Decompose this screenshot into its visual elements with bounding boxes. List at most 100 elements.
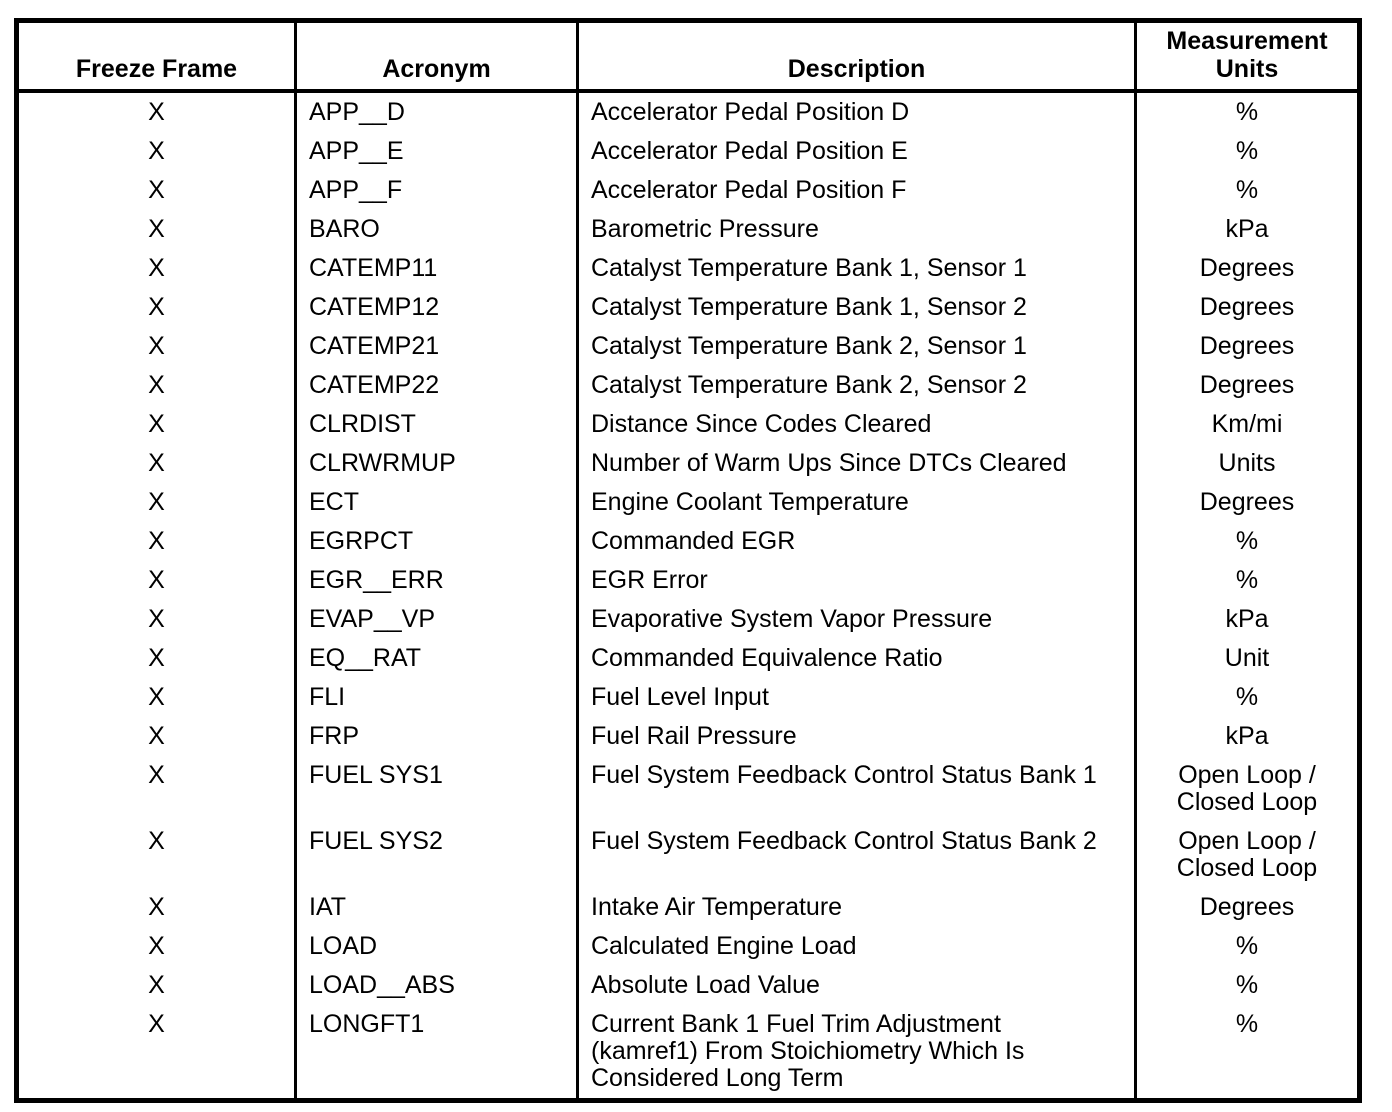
table-row: X CATEMP12 Catalyst Temperature Bank 1, Se… [15,288,1361,327]
freeze-frame-cell: X [15,966,297,1005]
freeze-frame-cell: X [15,132,297,171]
header-acronym: Acronym [294,20,579,93]
acronym-cell: CATEMP12 [294,288,579,327]
acronym-cell: CATEMP21 [294,327,579,366]
units-cell: Km/mi [1134,405,1361,444]
acronym-cell: FUEL SYS1 [294,756,579,822]
freeze-frame-cell: X [15,639,297,678]
table-body: X APP__D Accelerator Pedal Position D% X APP… [15,91,1361,1101]
units-cell: Degrees [1134,366,1361,405]
units-cell: Degrees [1134,288,1361,327]
table-row: X FRP Fuel Rail Pressure kPa [15,717,1361,756]
table-row: X EGR__ERR EGR Error% [15,561,1361,600]
units-cell: Open Loop / Closed Loop [1134,822,1361,888]
description-cell: Number of Warm Ups Since DTCs Cleared [576,444,1137,483]
freeze-frame-cell: X [15,249,297,288]
acronym-cell: FUEL SYS2 [294,822,579,888]
description-cell: Accelerator Pedal Position D [576,91,1137,132]
acronym-cell: CATEMP22 [294,366,579,405]
freeze-frame-cell: X [15,927,297,966]
table-row: X FUEL SYS2 Fuel System Feedback Control S… [15,822,1361,888]
description-cell: Accelerator Pedal Position F [576,171,1137,210]
acronym-cell: CLRDIST [294,405,579,444]
units-cell: Unit [1134,639,1361,678]
table-row: X BARO Barometric Pressure kPa [15,210,1361,249]
units-cell: % [1134,1005,1361,1101]
freeze-frame-cell: X [15,1005,297,1101]
units-cell: % [1134,678,1361,717]
description-cell: Fuel System Feedback Control Status Bank… [576,756,1137,822]
freeze-frame-cell: X [15,483,297,522]
freeze-frame-cell: X [15,756,297,822]
table-row: X APP__E Accelerator Pedal Position E% [15,132,1361,171]
units-cell: Open Loop / Closed Loop [1134,756,1361,822]
acronym-cell: CATEMP11 [294,249,579,288]
acronym-cell: APP__D [294,91,579,132]
acronym-cell: APP__F [294,171,579,210]
header-measurement-units: Measurement Units [1134,20,1361,93]
description-cell: Commanded EGR [576,522,1137,561]
units-cell: kPa [1134,210,1361,249]
acronym-cell: EGR__ERR [294,561,579,600]
description-cell: Fuel Rail Pressure [576,717,1137,756]
freeze-frame-cell: X [15,327,297,366]
acronym-cell: BARO [294,210,579,249]
freeze-frame-cell: X [15,561,297,600]
acronym-cell: LOAD [294,927,579,966]
freeze-frame-cell: X [15,678,297,717]
description-cell: Absolute Load Value [576,966,1137,1005]
description-cell: Catalyst Temperature Bank 1, Sensor 1 [576,249,1137,288]
description-cell: EGR Error [576,561,1137,600]
table-row: X EQ__RAT Commanded Equivalence Ratio Unit [15,639,1361,678]
acronym-cell: EGRPCT [294,522,579,561]
units-cell: kPa [1134,717,1361,756]
description-cell: Commanded Equivalence Ratio [576,639,1137,678]
units-cell: Degrees [1134,483,1361,522]
table-row: X LOAD Calculated Engine Load% [15,927,1361,966]
table-row: X ECT Engine Coolant Temperature Degrees [15,483,1361,522]
units-cell: Degrees [1134,249,1361,288]
units-cell: % [1134,522,1361,561]
header-description: Description [576,20,1137,93]
freeze-frame-cell: X [15,405,297,444]
description-cell: Current Bank 1 Fuel Trim Adjustment (kam… [576,1005,1137,1101]
table-row: X LOAD__ABS Absolute Load Value% [15,966,1361,1005]
freeze-frame-cell: X [15,366,297,405]
units-cell: % [1134,91,1361,132]
table-row: X APP__D Accelerator Pedal Position D% [15,91,1361,132]
freeze-frame-cell: X [15,288,297,327]
table-row: X LONGFT1 Current Bank 1 Fuel Trim Adjustm… [15,1005,1361,1101]
table-row: X APP__F Accelerator Pedal Position F% [15,171,1361,210]
table-row: X EVAP__VP Evaporative System Vapor Pressu… [15,600,1361,639]
table-row: X CATEMP11 Catalyst Temperature Bank 1, Se… [15,249,1361,288]
units-cell: Degrees [1134,888,1361,927]
freeze-frame-cell: X [15,522,297,561]
units-cell: Units [1134,444,1361,483]
description-cell: Calculated Engine Load [576,927,1137,966]
table-row: X CLRWRMUP Number of Warm Ups Since DTCs C… [15,444,1361,483]
description-cell: Catalyst Temperature Bank 1, Sensor 2 [576,288,1137,327]
description-cell: Fuel Level Input [576,678,1137,717]
description-cell: Barometric Pressure [576,210,1137,249]
freeze-frame-parameter-table: Freeze Frame Acronym Description Measure… [14,18,1362,1103]
freeze-frame-cell: X [15,600,297,639]
acronym-cell: EVAP__VP [294,600,579,639]
description-cell: Evaporative System Vapor Pressure [576,600,1137,639]
acronym-cell: ECT [294,483,579,522]
units-cell: % [1134,171,1361,210]
table-row: X CATEMP21 Catalyst Temperature Bank 2, Se… [15,327,1361,366]
units-cell: kPa [1134,600,1361,639]
description-cell: Distance Since Codes Cleared [576,405,1137,444]
units-cell: % [1134,927,1361,966]
freeze-frame-cell: X [15,91,297,132]
freeze-frame-cell: X [15,210,297,249]
acronym-cell: LONGFT1 [294,1005,579,1101]
header-row: Freeze Frame Acronym Description Measure… [15,20,1361,93]
description-cell: Intake Air Temperature [576,888,1137,927]
acronym-cell: FRP [294,717,579,756]
table-row: X FLI Fuel Level Input% [15,678,1361,717]
description-cell: Catalyst Temperature Bank 2, Sensor 1 [576,327,1137,366]
table-row: X CATEMP22 Catalyst Temperature Bank 2, Se… [15,366,1361,405]
table-row: X EGRPCT Commanded EGR% [15,522,1361,561]
